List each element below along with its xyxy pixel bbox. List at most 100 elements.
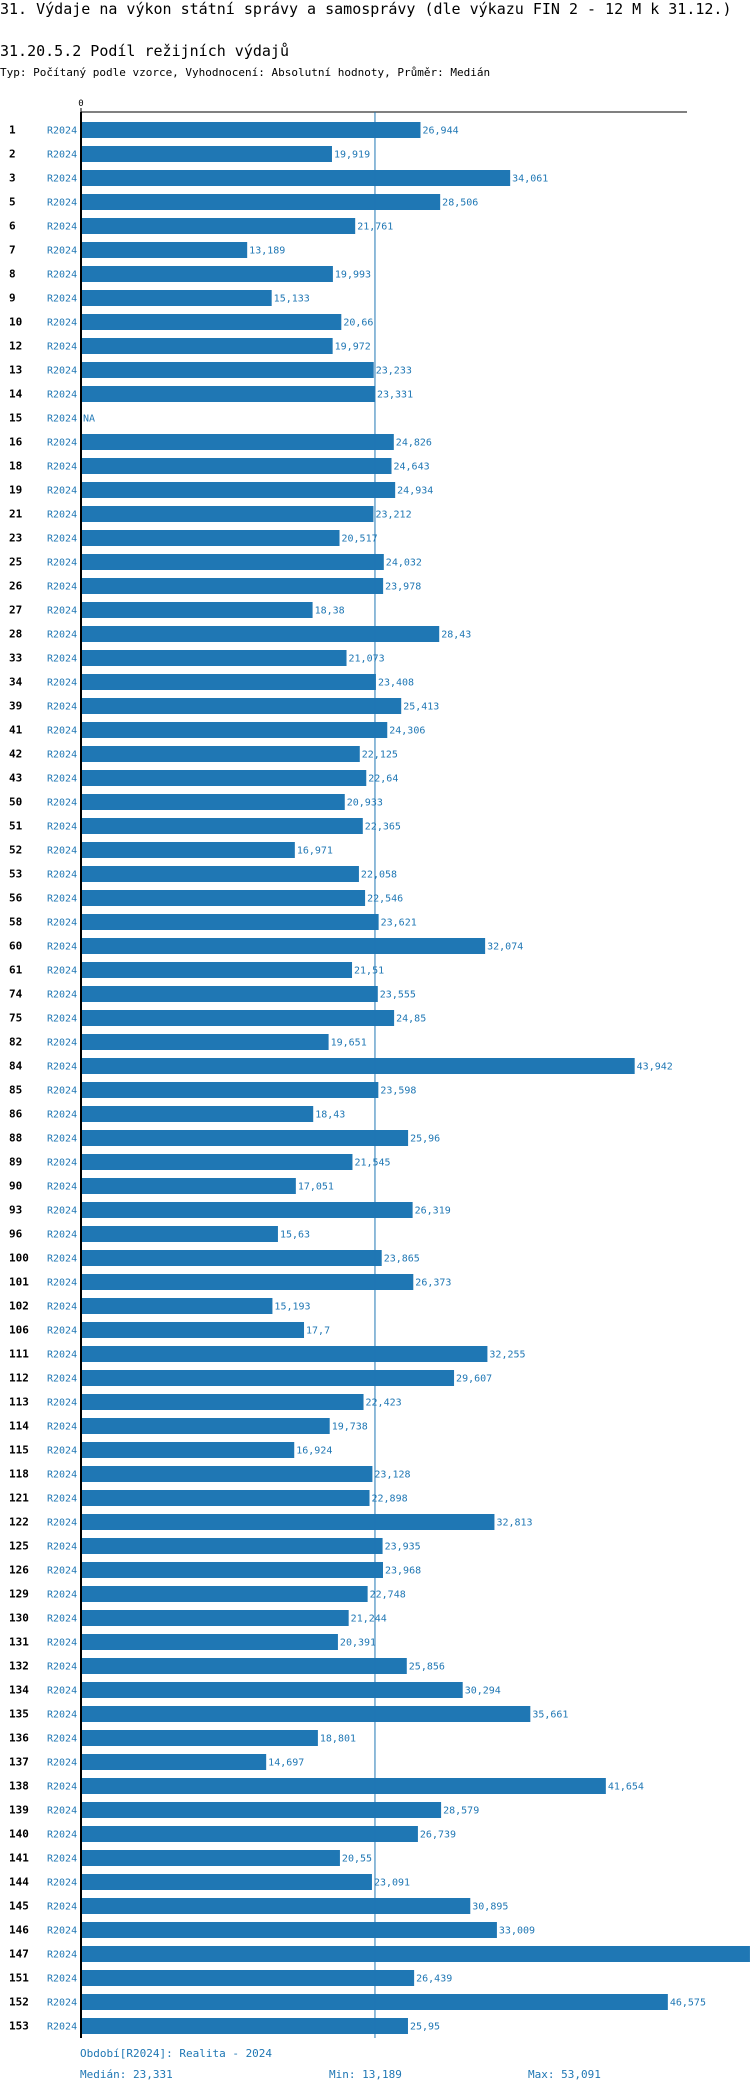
row-period-label: R2024 [47, 1830, 77, 1841]
row-id-label: 18 [9, 460, 22, 473]
bar [81, 818, 363, 834]
row-id-label: 74 [9, 988, 23, 1001]
bar [81, 1658, 407, 1674]
row-period-label: R2024 [47, 1230, 77, 1241]
bar [81, 218, 356, 234]
bar-value-label: 22,748 [370, 1590, 406, 1601]
bar [81, 1778, 606, 1794]
row-id-label: 111 [9, 1348, 29, 1361]
row-period-label: R2024 [47, 1518, 77, 1529]
bar-value-label: 23,978 [385, 582, 421, 593]
bar-value-label: 22,546 [367, 894, 403, 905]
bar-value-label: 17,7 [306, 1326, 330, 1337]
row-id-label: 2 [9, 148, 16, 161]
chart-title: 31.20.5.2 Podíl režijních výdajů [0, 42, 289, 60]
bar [81, 1298, 273, 1314]
bar [81, 1490, 370, 1506]
row-period-label: R2024 [47, 270, 77, 281]
bar [81, 314, 342, 330]
bar-value-label: 35,661 [532, 1710, 568, 1721]
row-id-label: 6 [9, 220, 16, 233]
footer-max: Max: 53,091 [528, 2068, 601, 2081]
row-period-label: R2024 [47, 1038, 77, 1049]
bar-value-label: 18,801 [320, 1734, 356, 1745]
row-period-label: R2024 [47, 438, 77, 449]
row-id-label: 130 [9, 1612, 29, 1625]
bar [81, 1946, 750, 1962]
row-period-label: R2024 [47, 1974, 77, 1985]
bar-value-label: 20,391 [340, 1638, 376, 1649]
row-id-label: 152 [9, 1996, 29, 2009]
bar-value-label: 26,739 [420, 1830, 456, 1841]
row-id-label: 3 [9, 172, 16, 185]
row-id-label: 25 [9, 556, 22, 569]
chart-meta: Typ: Počítaný podle vzorce, Vyhodnocení:… [0, 66, 491, 79]
row-id-label: 82 [9, 1036, 22, 1049]
bar [81, 530, 340, 546]
bar-value-label: 26,944 [422, 126, 458, 137]
row-period-label: R2024 [47, 174, 77, 185]
bar-value-label: 25,856 [409, 1662, 445, 1673]
row-period-label: R2024 [47, 1206, 77, 1217]
bar [81, 770, 367, 786]
row-id-label: 113 [9, 1396, 29, 1409]
bar [81, 2018, 408, 2034]
row-id-label: 39 [9, 700, 22, 713]
row-id-label: 12 [9, 340, 22, 353]
row-period-label: R2024 [47, 1686, 77, 1697]
bar-value-label: 23,331 [377, 390, 413, 401]
row-id-label: 7 [9, 244, 16, 257]
bar [81, 338, 333, 354]
bar-value-label: 25,413 [403, 702, 439, 713]
bar [81, 1610, 349, 1626]
row-period-label: R2024 [47, 1494, 77, 1505]
bar-value-label: 22,365 [365, 822, 401, 833]
row-period-label: R2024 [47, 1590, 77, 1601]
row-period-label: R2024 [47, 654, 77, 665]
row-period-label: R2024 [47, 1182, 77, 1193]
bar-value-label: 28,506 [442, 198, 478, 209]
row-period-label: R2024 [47, 1902, 77, 1913]
bar-value-label: 24,306 [389, 726, 425, 737]
row-period-label: R2024 [47, 630, 77, 641]
bar-value-label: 20,517 [342, 534, 378, 545]
bar-value-label: 22,423 [366, 1398, 402, 1409]
row-period-label: R2024 [47, 1350, 77, 1361]
row-id-label: 60 [9, 940, 22, 953]
row-id-label: 140 [9, 1828, 29, 1841]
bar-value-label: 41,654 [608, 1782, 644, 1793]
row-period-label: R2024 [47, 1758, 77, 1769]
row-id-label: 19 [9, 484, 22, 497]
bar-value-label: 22,64 [368, 774, 398, 785]
row-period-label: R2024 [47, 1014, 77, 1025]
bar [81, 1850, 340, 1866]
row-id-label: 96 [9, 1228, 23, 1241]
row-period-label: R2024 [47, 198, 77, 209]
bar-value-label: 23,598 [380, 1086, 416, 1097]
row-period-label: R2024 [47, 1326, 77, 1337]
row-id-label: 118 [9, 1468, 29, 1481]
bar [81, 266, 333, 282]
row-period-label: R2024 [47, 582, 77, 593]
row-period-label: R2024 [47, 150, 77, 161]
row-id-label: 56 [9, 892, 23, 905]
bar [81, 1562, 383, 1578]
row-period-label: R2024 [47, 798, 77, 809]
bar [81, 1538, 383, 1554]
row-period-label: R2024 [47, 894, 77, 905]
bar-value-label: 28,579 [443, 1806, 479, 1817]
bar-value-label: 23,233 [376, 366, 412, 377]
bar-value-label: 15,133 [274, 294, 310, 305]
bar-value-label: 19,993 [335, 270, 371, 281]
bar [81, 1346, 488, 1362]
row-period-label: R2024 [47, 126, 77, 137]
row-period-label: R2024 [47, 558, 77, 569]
row-id-label: 136 [9, 1732, 29, 1745]
row-id-label: 134 [9, 1684, 29, 1697]
row-id-label: 23 [9, 532, 22, 545]
bar [81, 1634, 338, 1650]
bar-value-label: 29,607 [456, 1374, 492, 1385]
row-period-label: R2024 [47, 342, 77, 353]
bar [81, 482, 396, 498]
bar-value-label: 21,073 [349, 654, 385, 665]
